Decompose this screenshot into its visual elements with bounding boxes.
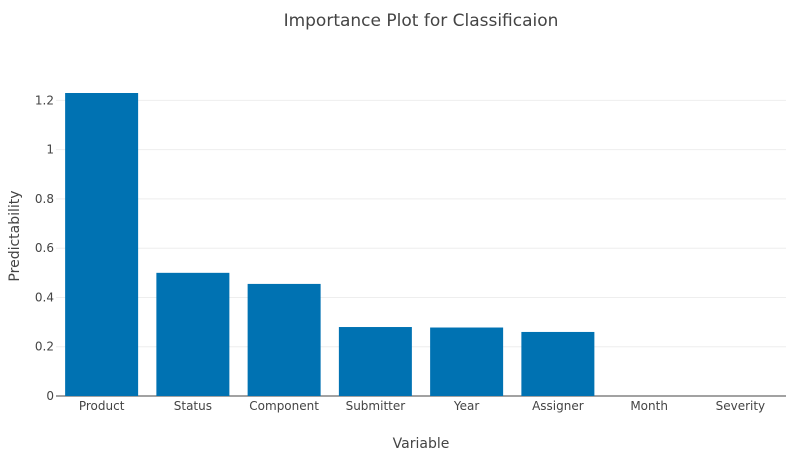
bar-component[interactable] xyxy=(247,283,321,396)
x-tick-label: Product xyxy=(79,399,125,413)
y-tick-label: 1.2 xyxy=(35,93,54,107)
y-tick-label: 0.2 xyxy=(35,340,54,354)
y-tick-label: 1 xyxy=(46,143,54,157)
y-tick-label: 0.4 xyxy=(35,290,54,304)
x-tick-label: Status xyxy=(174,399,212,413)
y-tick-label: 0.8 xyxy=(35,192,54,206)
x-axis-title: Variable xyxy=(393,436,450,452)
bar-year[interactable] xyxy=(430,327,504,396)
y-tick-label: 0.6 xyxy=(35,241,54,255)
bar-status[interactable] xyxy=(156,272,230,396)
x-tick-label: Submitter xyxy=(346,399,406,413)
x-tick-label: Assigner xyxy=(532,399,584,413)
x-tick-label: Year xyxy=(453,399,479,413)
bars xyxy=(65,93,595,396)
y-axis-ticks: 0 0.2 0.4 0.6 0.8 1 1.2 xyxy=(35,93,54,403)
x-tick-label: Severity xyxy=(716,399,766,413)
bar-assigner[interactable] xyxy=(521,331,595,396)
y-axis-title: Predictability xyxy=(7,190,23,281)
y-tick-label: 0 xyxy=(46,389,54,403)
x-tick-label: Component xyxy=(249,399,319,413)
bar-submitter[interactable] xyxy=(338,327,412,396)
bar-product[interactable] xyxy=(65,93,139,396)
x-tick-label: Month xyxy=(630,399,668,413)
x-axis-ticks: Product Status Component Submitter Year Assig… xyxy=(79,399,765,413)
chart-title: Importance Plot for Classificaion xyxy=(284,11,559,31)
